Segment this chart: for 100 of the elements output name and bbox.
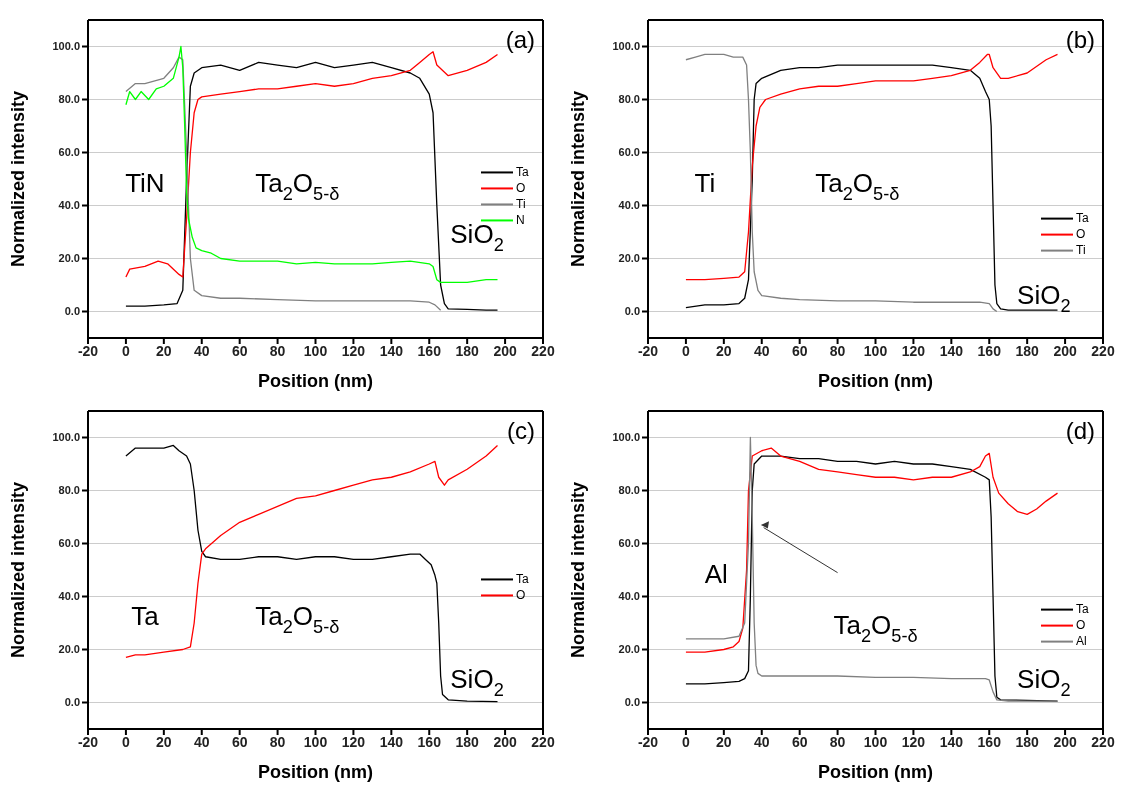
x-tick-label: 20 — [156, 342, 172, 359]
x-tick-label: 160 — [977, 733, 1002, 750]
y-axis-title: Normalized intensity — [568, 481, 588, 659]
line-series — [685, 64, 1059, 311]
y-tick-label: 100.0 — [612, 40, 640, 53]
annotation: Ta — [131, 600, 160, 631]
y-axis-title: Normalized intensity — [8, 90, 28, 268]
x-tick-label: 100 — [303, 342, 328, 359]
annotation: Ta$_{2}$O$_{5-δ}$ — [255, 600, 340, 637]
line-series — [685, 53, 998, 313]
x-tick-label: 200 — [493, 733, 517, 750]
y-tick-label: 40.0 — [618, 199, 640, 212]
annotation: (a) — [505, 26, 535, 53]
y-tick-label: 0.0 — [624, 696, 640, 709]
y-tick-label: 20.0 — [58, 252, 80, 265]
x-tick-label: 220 — [531, 342, 555, 359]
x-tick-label: 120 — [901, 342, 926, 359]
x-tick-label: 220 — [1091, 342, 1115, 359]
y-tick-label: 40.0 — [58, 199, 80, 212]
x-tick-label: 140 — [379, 342, 404, 359]
y-tick-label: 20.0 — [618, 643, 640, 656]
x-tick-label: 160 — [417, 733, 442, 750]
x-tick-label: 100 — [303, 733, 328, 750]
y-axis-title: Normalized intensity — [8, 481, 28, 659]
x-tick-label: -20 — [637, 733, 659, 750]
x-axis-title: Position (nm) — [818, 371, 933, 391]
x-tick-label: 40 — [193, 733, 210, 750]
x-tick-label: 80 — [829, 733, 846, 750]
annotation: (b) — [1065, 26, 1095, 53]
y-tick-label: 60.0 — [58, 146, 80, 159]
x-tick-label: 180 — [1015, 342, 1040, 359]
x-tick-label: -20 — [637, 342, 659, 359]
x-tick-label: 60 — [231, 733, 248, 750]
x-tick-label: 0 — [682, 342, 691, 359]
x-tick-label: 60 — [791, 342, 808, 359]
y-tick-label: 80.0 — [58, 93, 80, 106]
line-series — [125, 444, 499, 659]
line-series — [685, 447, 1059, 653]
x-tick-label: 80 — [269, 342, 286, 359]
line-series — [685, 53, 1059, 281]
annotation: SiO$_{2}$ — [1017, 279, 1071, 316]
x-axis-title: Position (nm) — [258, 762, 373, 782]
legend-label: O — [1076, 617, 1086, 632]
x-tick-label: 220 — [1091, 733, 1115, 750]
y-tick-label: 60.0 — [618, 146, 640, 159]
x-tick-label: 200 — [1053, 733, 1077, 750]
x-tick-label: 40 — [753, 342, 770, 359]
x-tick-label: 100 — [863, 733, 888, 750]
legend-label: Ta — [1076, 210, 1089, 225]
y-tick-label: 80.0 — [618, 484, 640, 497]
x-tick-label: 200 — [493, 342, 517, 359]
x-tick-label: -20 — [77, 342, 99, 359]
x-tick-label: 0 — [122, 733, 131, 750]
x-axis-title: Position (nm) — [258, 371, 373, 391]
x-tick-label: 120 — [341, 733, 366, 750]
y-tick-label: 80.0 — [618, 93, 640, 106]
x-tick-label: 180 — [1015, 733, 1040, 750]
x-tick-label: 140 — [939, 342, 964, 359]
annotation: SiO$_{2}$ — [450, 664, 504, 701]
x-tick-label: 100 — [863, 342, 888, 359]
y-tick-label: 100.0 — [612, 431, 640, 444]
y-tick-label: 0.0 — [64, 696, 80, 709]
x-tick-label: 200 — [1053, 342, 1077, 359]
legend-label: Ta — [516, 571, 529, 586]
annotation: Ta$_{2}$O$_{5-δ}$ — [833, 610, 918, 647]
x-tick-label: 40 — [193, 342, 210, 359]
x-tick-label: 20 — [716, 342, 732, 359]
x-tick-label: 220 — [531, 733, 555, 750]
legend-label: Ta — [516, 164, 529, 179]
x-tick-label: 80 — [269, 733, 286, 750]
legend-label: Ti — [516, 196, 526, 211]
legend-label: Al — [1076, 633, 1087, 648]
x-axis-title: Position (nm) — [818, 762, 933, 782]
x-tick-label: 80 — [829, 342, 846, 359]
x-tick-label: 20 — [716, 733, 732, 750]
y-tick-label: 0.0 — [64, 305, 80, 318]
x-tick-label: 0 — [122, 342, 131, 359]
x-tick-label: 40 — [753, 733, 770, 750]
y-tick-label: 60.0 — [58, 537, 80, 550]
x-tick-label: 160 — [977, 342, 1002, 359]
x-tick-label: -20 — [77, 733, 99, 750]
x-tick-label: 20 — [156, 733, 172, 750]
annotation: (d) — [1065, 417, 1095, 444]
x-tick-label: 160 — [417, 342, 442, 359]
legend-label: O — [1076, 226, 1086, 241]
legend-label: Ta — [1076, 601, 1089, 616]
x-tick-label: 120 — [341, 342, 366, 359]
y-tick-label: 40.0 — [58, 590, 80, 603]
legend-label: N — [516, 212, 525, 227]
x-tick-label: 140 — [379, 733, 404, 750]
y-tick-label: 80.0 — [58, 484, 80, 497]
y-tick-label: 100.0 — [52, 40, 80, 53]
y-tick-label: 100.0 — [52, 431, 80, 444]
y-tick-label: 20.0 — [618, 252, 640, 265]
annotation: SiO$_{2}$ — [1017, 664, 1071, 701]
x-tick-label: 0 — [682, 733, 691, 750]
y-tick-label: 0.0 — [624, 305, 640, 318]
annotation: Al — [704, 559, 728, 590]
x-tick-label: 140 — [939, 733, 964, 750]
y-tick-label: 60.0 — [618, 537, 640, 550]
